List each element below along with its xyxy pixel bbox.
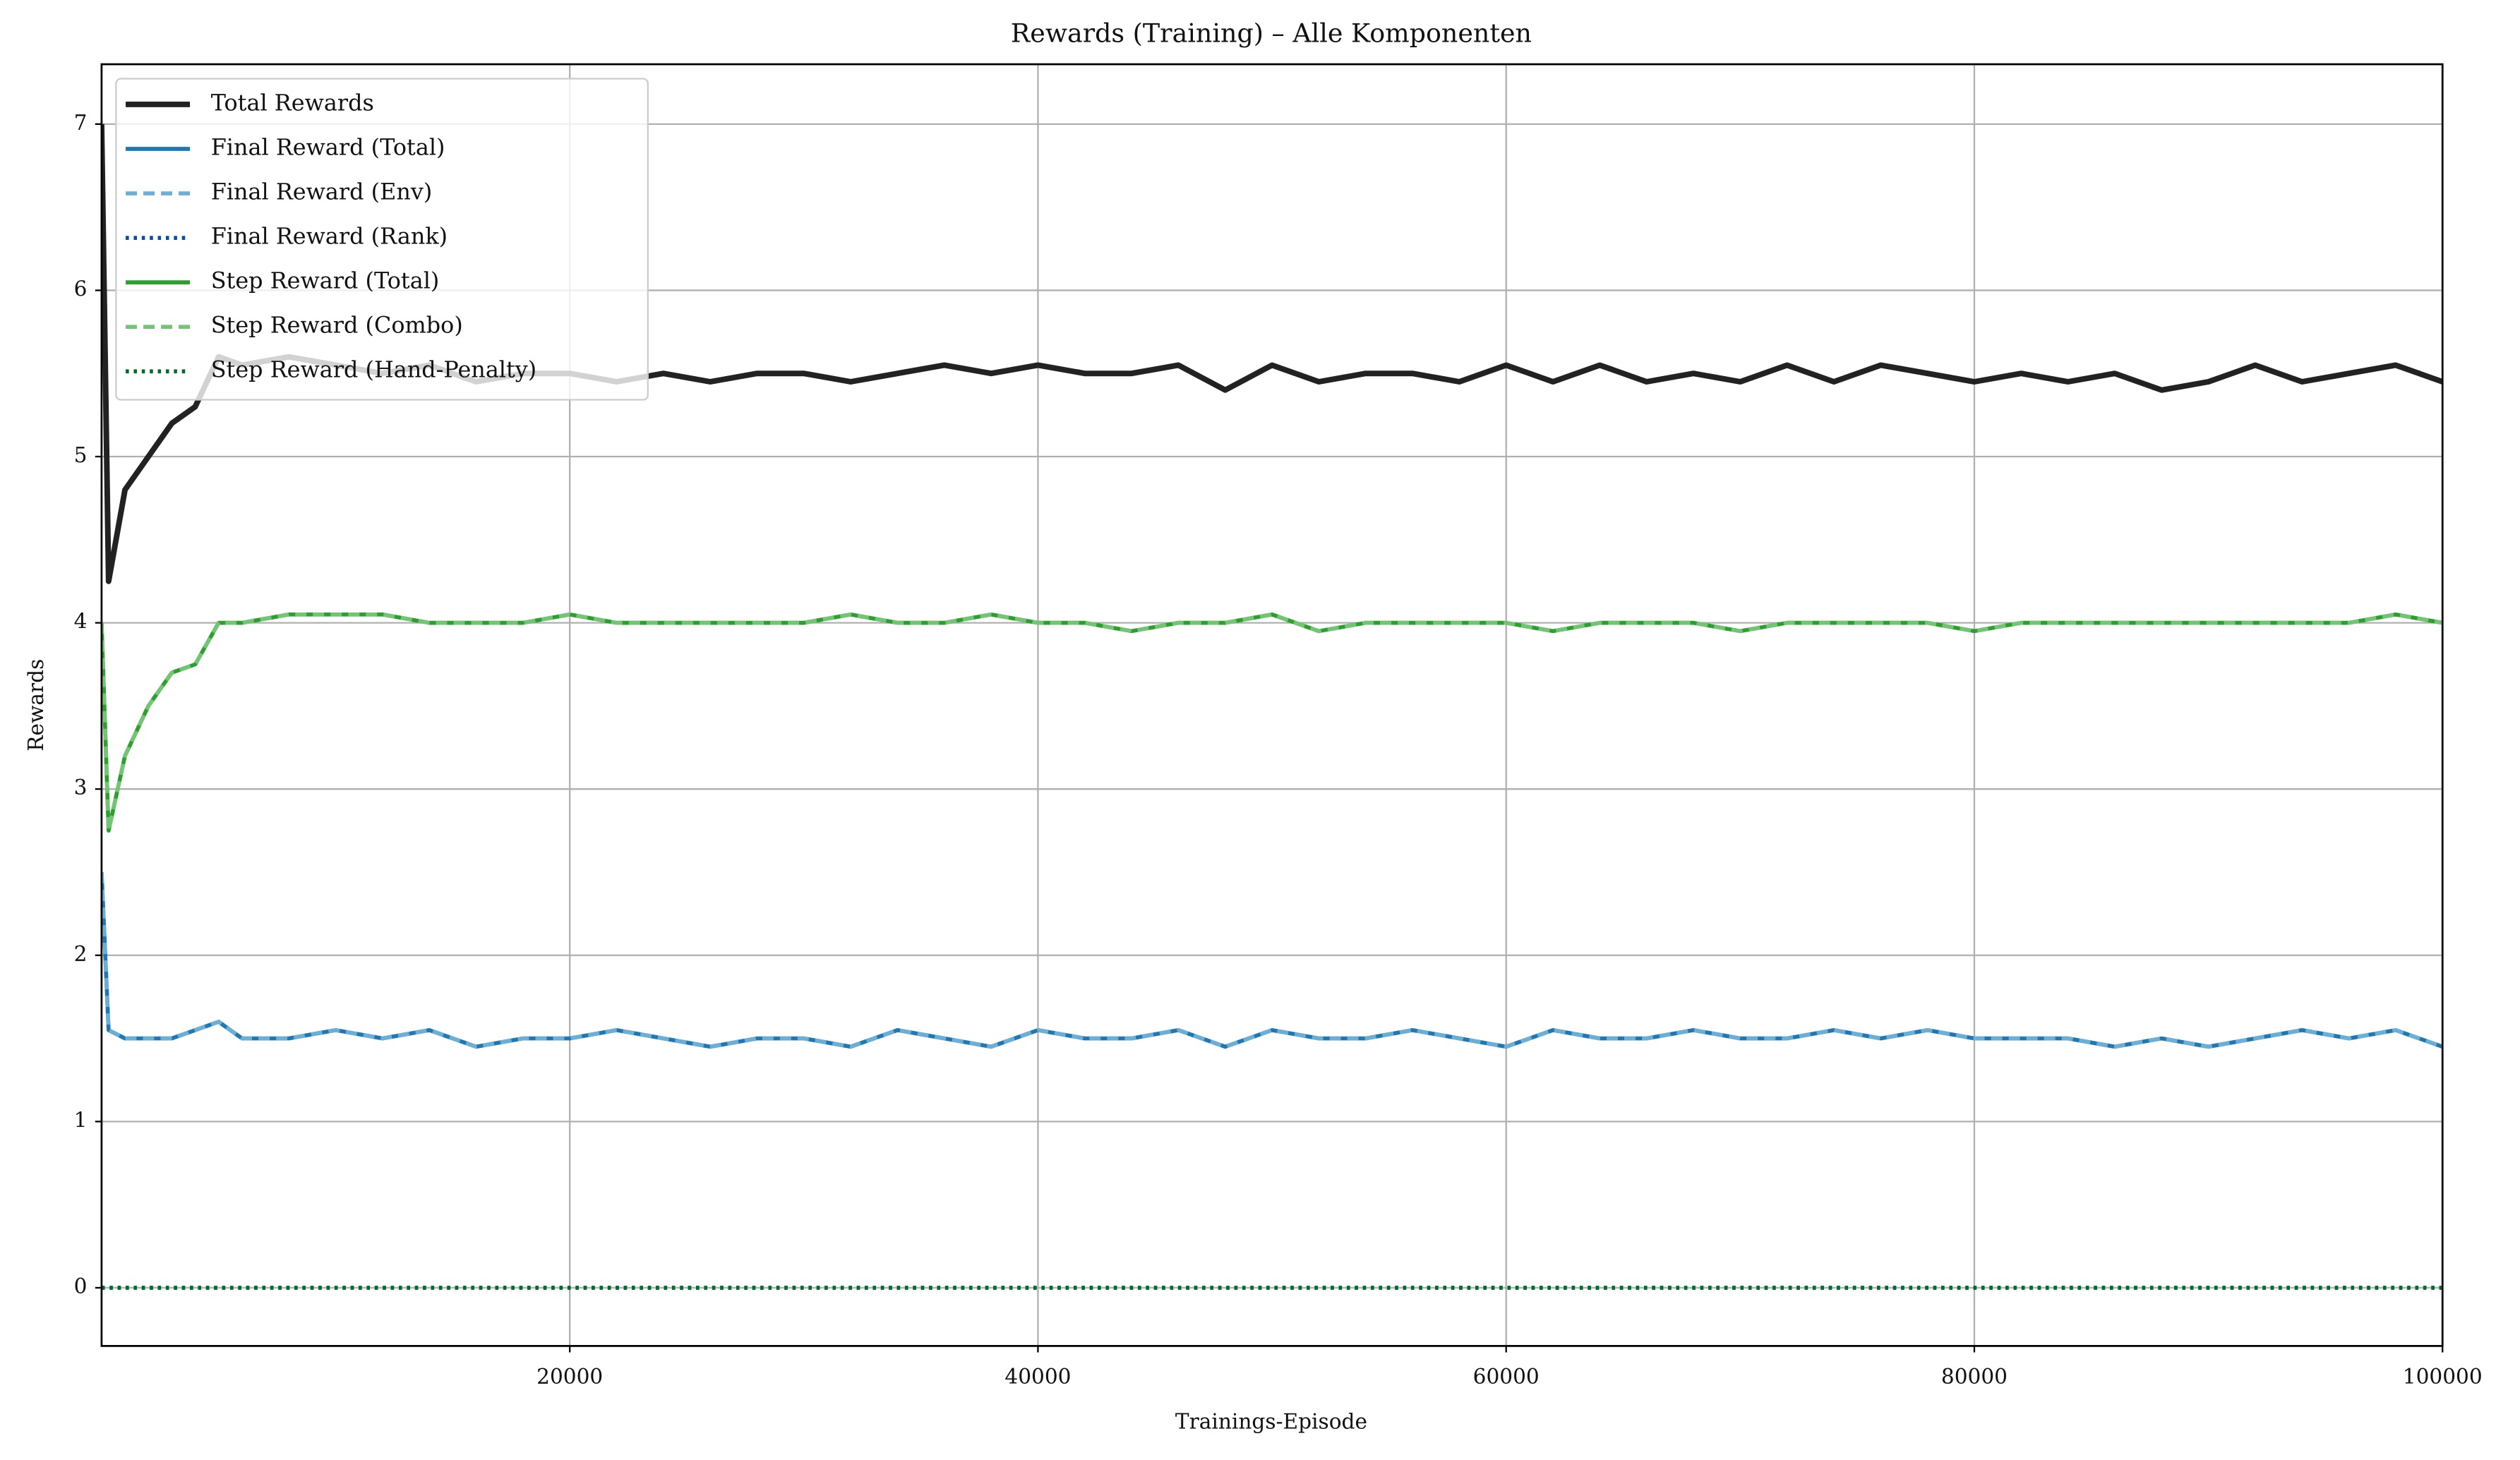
x-tick-label: 40000 [1004,1365,1071,1389]
legend-label: Total Rewards [211,89,374,116]
y-tick-label: 5 [74,443,88,467]
y-tick-label: 3 [74,776,88,800]
chart-title: Rewards (Training) – Alle Komponenten [1011,18,1532,49]
plot-frame [100,63,2444,1347]
y-tick-label: 2 [74,942,88,966]
legend-label: Final Reward (Rank) [211,223,448,250]
x-tick-label: 80000 [1941,1365,2008,1389]
series-line [101,871,2443,1049]
legend-label: Step Reward (Combo) [211,312,463,339]
y-tick-label: 1 [74,1108,88,1132]
y-axis-label: Rewards [24,659,48,752]
legend: Total Rewards Final Reward (Total) Final R… [115,78,649,401]
legend-label: Final Reward (Total) [211,133,445,160]
x-tick-label: 20000 [536,1365,603,1389]
legend-label: Step Reward (Hand-Penalty) [211,356,537,383]
x-tick-label: 100000 [2403,1365,2483,1389]
series-line [101,612,2443,833]
legend-box [115,78,649,401]
y-tick-label: 0 [74,1274,88,1298]
legend-label: Step Reward (Total) [211,267,440,294]
legend-label: Final Reward (Env) [211,179,433,205]
y-tick-label: 6 [74,277,88,301]
y-tick-label: 7 [74,111,88,135]
y-tick-label: 4 [74,610,88,634]
x-tick-label: 60000 [1473,1365,1540,1389]
x-axis-label: Trainings-Episode [1175,1410,1367,1434]
